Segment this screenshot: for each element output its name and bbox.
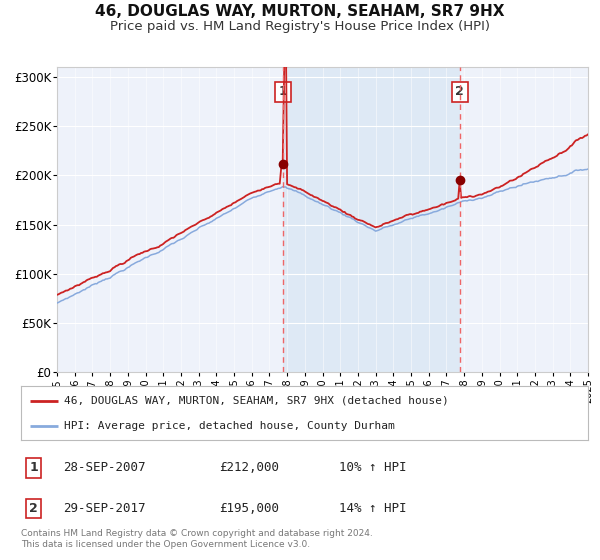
Text: 1: 1	[278, 85, 287, 99]
Text: 1: 1	[29, 461, 38, 474]
Text: 46, DOUGLAS WAY, MURTON, SEAHAM, SR7 9HX (detached house): 46, DOUGLAS WAY, MURTON, SEAHAM, SR7 9HX…	[64, 396, 448, 406]
Text: 10% ↑ HPI: 10% ↑ HPI	[338, 461, 406, 474]
Text: Price paid vs. HM Land Registry's House Price Index (HPI): Price paid vs. HM Land Registry's House …	[110, 20, 490, 32]
Text: 29-SEP-2017: 29-SEP-2017	[64, 502, 146, 515]
Text: 14% ↑ HPI: 14% ↑ HPI	[338, 502, 406, 515]
Text: 2: 2	[455, 85, 464, 99]
Text: 2: 2	[29, 502, 38, 515]
Bar	[283, 67, 460, 372]
Text: 46, DOUGLAS WAY, MURTON, SEAHAM, SR7 9HX: 46, DOUGLAS WAY, MURTON, SEAHAM, SR7 9HX	[95, 4, 505, 19]
Text: HPI: Average price, detached house, County Durham: HPI: Average price, detached house, Coun…	[64, 421, 394, 431]
Text: £195,000: £195,000	[220, 502, 280, 515]
Text: Contains HM Land Registry data © Crown copyright and database right 2024.
This d: Contains HM Land Registry data © Crown c…	[21, 529, 373, 549]
Text: £212,000: £212,000	[220, 461, 280, 474]
Text: 28-SEP-2007: 28-SEP-2007	[64, 461, 146, 474]
